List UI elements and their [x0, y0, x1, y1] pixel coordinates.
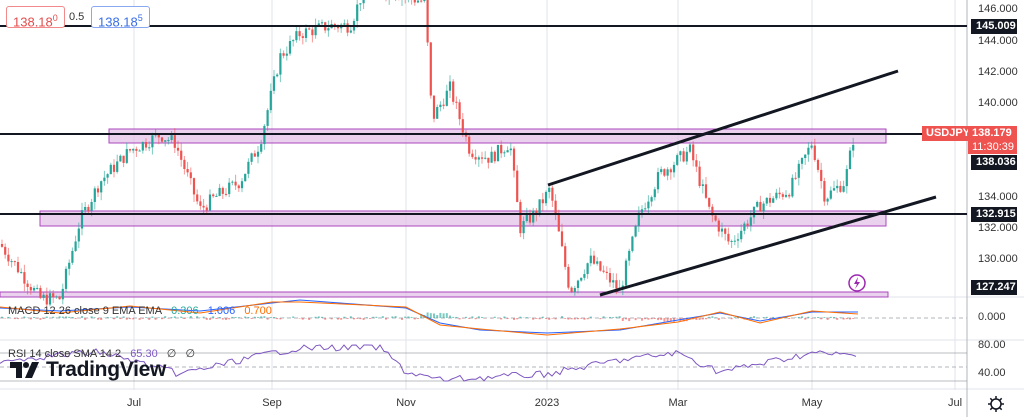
sell-price-box[interactable]: 138.180 — [6, 6, 65, 30]
level-price-tag: 138.036 — [971, 155, 1017, 170]
level-price-tag: 132.915 — [971, 207, 1017, 222]
price-axis-tick: 130.000 — [978, 253, 1018, 265]
buy-price: 138.18 — [98, 14, 138, 30]
macd-signal-line — [0, 301, 859, 336]
price-axis-tick: 144.000 — [978, 35, 1018, 47]
macd-signal-value: 0.700 — [244, 305, 272, 317]
time-axis-label: 2023 — [534, 397, 560, 409]
price-axis-tick: 0.000 — [978, 311, 1006, 323]
rsi-title: RSI 14 close SMA 14 2 — [8, 348, 122, 360]
tradingview-logo-text: TradingView — [46, 358, 167, 381]
price-axis-tick: 132.000 — [978, 222, 1018, 234]
price-axis-tick: 142.000 — [978, 66, 1018, 78]
time-axis-label: Jul — [947, 397, 963, 409]
last-price: 138.179 — [972, 127, 1012, 139]
price-axis-tick: 146.000 — [978, 3, 1018, 15]
channel-lower-line[interactable] — [599, 195, 937, 297]
rsi-line — [0, 344, 857, 382]
macd-value: 1.006 — [207, 305, 236, 317]
price-axis-tick: 140.000 — [978, 97, 1018, 109]
macd-title: MACD 12 26 close 9 EMA EMA — [8, 305, 163, 317]
macd-histogram-value: 0.306 — [171, 305, 199, 317]
level-price-tag: 145.009 — [971, 19, 1017, 34]
lightning-icon[interactable] — [848, 274, 866, 292]
level-price-tag: 127.247 — [971, 280, 1017, 295]
last-price-tag: 138.179 11:30:39 — [968, 126, 1017, 154]
bottom-zone[interactable] — [0, 291, 889, 298]
price-axis-tick: 80.00 — [978, 339, 1006, 351]
resistance-zone[interactable] — [108, 128, 887, 144]
rsi-legend[interactable]: RSI 14 close SMA 14 2 65.30 ∅ ∅ — [8, 347, 201, 360]
time-axis-label: Nov — [396, 397, 416, 409]
bar-countdown: 11:30:39 — [972, 141, 1015, 153]
rsi-extra-value: ∅ — [185, 348, 196, 360]
vertical-gridlines — [133, 0, 956, 390]
price-axis-tick: 40.00 — [978, 367, 1006, 379]
tradingview-logo-icon — [10, 362, 39, 378]
time-axis-label: Mar — [668, 397, 688, 409]
time-axis-label: Jul — [126, 397, 142, 409]
time-axis-label: May — [801, 397, 823, 409]
price-axis-tick: 134.000 — [978, 191, 1018, 203]
spread-value: 0.5 — [69, 11, 85, 23]
sell-price-pip: 0 — [52, 13, 58, 23]
time-axis-label: Sep — [262, 397, 282, 409]
rsi-value: 65.30 — [130, 348, 158, 360]
tradingview-logo[interactable]: TradingView — [10, 358, 166, 382]
gear-icon[interactable] — [987, 395, 1005, 413]
symbol-tag: USDJPY — [922, 126, 975, 141]
channel-upper-line[interactable] — [547, 69, 899, 187]
buy-price-pip: 5 — [137, 13, 143, 23]
macd-legend[interactable]: MACD 12 26 close 9 EMA EMA 0.306 1.006 0… — [8, 305, 278, 317]
sell-price: 138.18 — [13, 14, 53, 30]
candlestick-series — [0, 0, 855, 307]
buy-price-box[interactable]: 138.185 — [91, 6, 150, 30]
rsi-ma-value: ∅ — [166, 348, 177, 360]
